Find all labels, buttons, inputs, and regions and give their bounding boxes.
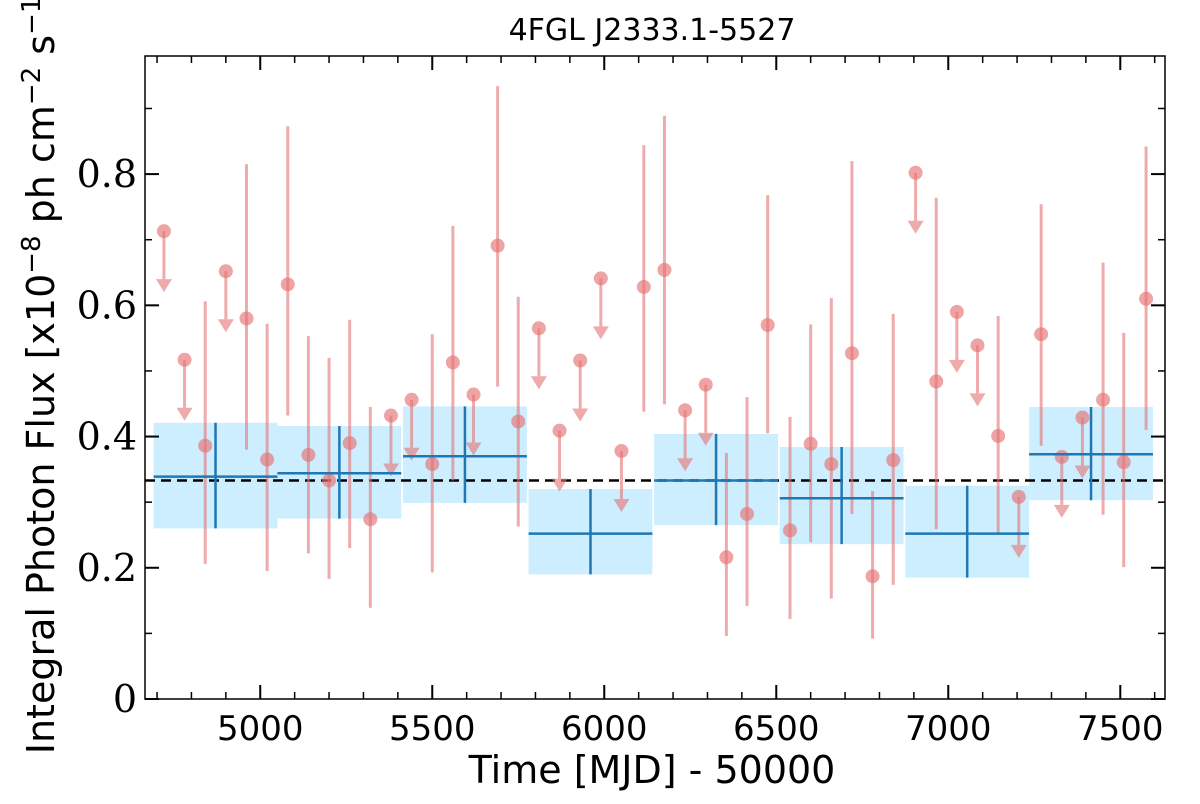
- upper-limit-arrow: [572, 408, 589, 422]
- short-bin-point: [445, 355, 460, 370]
- upper-limit-arrow: [697, 432, 714, 446]
- short-bin-point: [760, 318, 775, 333]
- upper-limit-arrow: [530, 376, 547, 390]
- upper-limit-arrow: [592, 326, 609, 340]
- upper-limit-arrow: [907, 220, 924, 234]
- short-bin-point: [363, 512, 378, 527]
- short-bin-point: [1075, 410, 1090, 425]
- short-bin-point: [466, 387, 481, 402]
- upper-limit-arrow: [403, 447, 420, 461]
- short-bin-point: [1054, 449, 1069, 464]
- short-bin-point: [177, 352, 192, 367]
- y-axis-label-exp1: −8: [17, 235, 47, 273]
- short-bin-point: [342, 436, 357, 451]
- short-bin-point: [1034, 327, 1049, 342]
- long-bin-series: [153, 406, 1153, 578]
- short-bin-point: [908, 165, 923, 180]
- short-bin-point: [1116, 455, 1131, 470]
- x-axis-label: Time [MJD] - 50000: [468, 748, 836, 792]
- upper-limit-arrow: [613, 498, 630, 512]
- upper-limit-arrow: [677, 458, 694, 472]
- upper-limit-arrow: [1053, 504, 1070, 518]
- short-bin-point: [740, 506, 755, 521]
- short-bin-point: [573, 353, 588, 368]
- short-bin-point: [280, 277, 295, 292]
- upper-limit-arrow: [1074, 465, 1091, 479]
- short-bin-point: [593, 271, 608, 286]
- short-bin-point: [425, 457, 440, 472]
- y-axis-label-prefix: Integral Photon Flux [x10: [19, 274, 63, 755]
- y-axis-label: Integral Photon Flux [x10−8 ph cm−2 s−1]: [17, 0, 63, 754]
- short-bin-point: [970, 338, 985, 353]
- short-bin-point: [239, 311, 254, 326]
- plot-frame: [144, 55, 1166, 700]
- y-axis-label-exp2: −2: [17, 67, 47, 105]
- short-bin-point: [552, 423, 567, 438]
- short-bin-point: [322, 473, 337, 488]
- y-axis-label-mid2: s: [19, 35, 63, 67]
- x-tick-label: 7500: [1077, 709, 1164, 749]
- short-bin-series: [155, 86, 1154, 639]
- upper-limit-arrow: [948, 359, 965, 373]
- short-bin-point: [383, 408, 398, 423]
- short-bin-point: [719, 550, 734, 565]
- short-bin-point: [678, 403, 693, 418]
- short-bin-point: [1011, 489, 1026, 504]
- x-tick-label: 6000: [561, 709, 648, 749]
- x-tick-label: 5000: [217, 709, 304, 749]
- upper-limit-arrow: [217, 319, 234, 333]
- short-bin-point: [949, 304, 964, 319]
- upper-limit-arrow: [969, 393, 986, 407]
- upper-limit-arrow: [176, 407, 193, 421]
- short-bin-point: [657, 262, 672, 277]
- short-bin-point: [198, 438, 213, 453]
- x-axis-ticks: 5000 5500 6000 6500 7000 7500: [156, 56, 1164, 749]
- axes-frame: [144, 55, 1166, 700]
- short-bin-point: [636, 279, 651, 294]
- y-tick-label: 0.6: [77, 283, 137, 327]
- short-bin-point: [991, 428, 1006, 443]
- short-bin-point: [511, 414, 526, 429]
- short-bin-point: [886, 453, 901, 468]
- short-bin-point: [803, 436, 818, 451]
- y-axis-ticks: 0 0.2 0.4 0.6 0.8: [77, 107, 1165, 721]
- y-tick-label: 0: [113, 677, 137, 721]
- x-tick-label: 7000: [905, 709, 992, 749]
- upper-limit-arrow: [551, 478, 568, 492]
- short-bin-point: [614, 443, 629, 458]
- short-bin-point: [698, 377, 713, 392]
- short-bin-point: [1139, 291, 1154, 306]
- short-bin-point: [301, 447, 316, 462]
- y-tick-label: 0.4: [77, 415, 137, 459]
- upper-limit-arrow: [155, 279, 172, 293]
- chart-title: 4FGL J2333.1-5527: [509, 13, 796, 48]
- short-bin-point: [156, 224, 171, 239]
- short-bin-point: [865, 569, 880, 584]
- short-bin-point: [531, 321, 546, 336]
- short-bin-point: [490, 238, 505, 253]
- x-tick-label: 5500: [389, 709, 476, 749]
- upper-limit-arrow: [1010, 544, 1027, 558]
- short-bin-point: [929, 374, 944, 389]
- short-bin-point: [783, 523, 798, 538]
- short-bin-point: [218, 264, 233, 279]
- short-bin-point: [404, 392, 419, 407]
- short-bin-point: [844, 346, 859, 361]
- y-axis-label-exp3: −1: [17, 0, 47, 35]
- y-tick-label: 0.8: [77, 152, 137, 196]
- short-bin-point: [824, 457, 839, 472]
- upper-limit-arrow: [382, 463, 399, 477]
- short-bin-point: [260, 452, 275, 467]
- upper-limit-arrow: [465, 442, 482, 456]
- x-tick-label: 6500: [733, 709, 820, 749]
- short-bin-point: [1096, 392, 1111, 407]
- y-axis-label-mid: ph cm: [19, 105, 63, 235]
- y-tick-label: 0.2: [77, 546, 137, 590]
